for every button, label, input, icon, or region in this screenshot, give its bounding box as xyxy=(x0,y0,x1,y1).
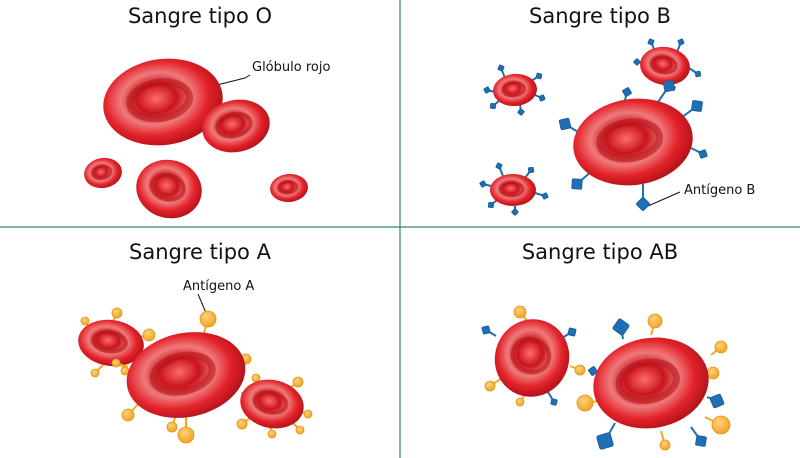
panel-title-a: Sangre tipo A xyxy=(129,240,272,264)
antigen-a-icon xyxy=(569,364,586,376)
antigen-b-icon xyxy=(690,426,707,447)
leader-antigeno-a xyxy=(197,293,207,314)
red-blood-cell-icon xyxy=(240,379,304,429)
antigen-b-icon xyxy=(596,422,616,450)
antigen-a-icon xyxy=(291,421,305,435)
antigen-b-icon xyxy=(561,327,577,339)
antigen-a-icon xyxy=(267,425,277,439)
red-blood-cell-icon xyxy=(136,159,202,219)
antigen-b-icon xyxy=(680,100,703,119)
antigen-b-icon xyxy=(676,38,685,53)
red-blood-cell-icon xyxy=(640,46,690,86)
antigen-a-icon xyxy=(647,313,663,336)
antigen-a-icon xyxy=(289,376,304,389)
antigen-b-icon xyxy=(612,318,630,340)
label-globulo-rojo: Glóbulo rojo xyxy=(252,60,330,75)
antigen-a-icon xyxy=(111,307,123,322)
antigen-a-icon xyxy=(177,417,195,444)
antigen-a-icon xyxy=(513,305,529,323)
panel-title-o: Sangre tipo O xyxy=(128,4,272,28)
antigen-a-icon xyxy=(484,377,503,392)
antigen-b-icon xyxy=(688,67,702,78)
red-blood-cell-icon xyxy=(126,332,246,418)
red-blood-cell-icon xyxy=(78,319,144,367)
red-blood-cell-icon xyxy=(103,58,223,146)
red-blood-cell-icon xyxy=(593,337,709,429)
red-blood-cell-icon xyxy=(493,73,537,107)
red-blood-cell-icon xyxy=(573,98,693,186)
antigen-b-icon xyxy=(487,199,498,209)
antigen-a-icon xyxy=(111,358,129,368)
antigen-b-icon xyxy=(534,192,549,200)
antigen-a-icon xyxy=(704,415,731,435)
red-blood-cell-icon xyxy=(490,174,536,206)
antigen-b-icon xyxy=(534,94,546,102)
antigen-b-icon xyxy=(706,393,725,409)
antigen-b-icon xyxy=(558,117,579,133)
red-blood-cell-icon xyxy=(494,319,570,397)
antigen-a-icon xyxy=(710,340,728,356)
antigen-b-icon xyxy=(517,103,525,116)
panel-title-b: Sangre tipo B xyxy=(529,4,671,28)
antigen-b-icon xyxy=(524,166,535,179)
antigen-b-icon xyxy=(489,99,501,110)
antigen-b-icon xyxy=(636,184,650,211)
red-blood-cell-icon xyxy=(84,157,122,189)
antigen-a-icon xyxy=(659,430,671,451)
antigen-a-icon xyxy=(515,395,525,407)
panel-title-ab: Sangre tipo AB xyxy=(522,240,678,264)
antigen-b-icon xyxy=(622,87,632,101)
antigen-a-icon xyxy=(90,364,104,378)
antigen-b-icon xyxy=(547,391,558,406)
antigen-b-icon xyxy=(479,180,492,188)
label-antigeno-a: Antígeno A xyxy=(183,279,254,294)
antigen-b-icon xyxy=(481,325,497,337)
antigen-b-icon xyxy=(657,80,675,103)
red-blood-cell-icon xyxy=(202,99,270,153)
leader-antigeno-b xyxy=(647,191,681,207)
label-antigeno-b: Antígeno B xyxy=(684,183,755,198)
antigen-a-icon xyxy=(199,310,217,334)
antigen-b-icon xyxy=(497,64,506,79)
antigen-a-icon xyxy=(236,417,251,430)
red-blood-cell-icon xyxy=(270,173,308,203)
antigen-b-icon xyxy=(511,206,519,216)
antigen-b-icon xyxy=(495,162,504,177)
antigen-b-icon xyxy=(690,147,708,159)
